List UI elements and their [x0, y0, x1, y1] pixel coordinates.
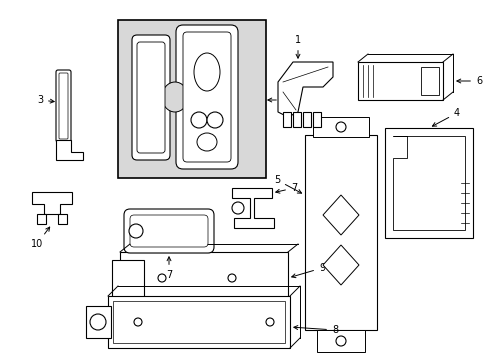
Polygon shape	[303, 112, 310, 127]
Bar	[384, 128, 472, 238]
Polygon shape	[278, 62, 332, 117]
Circle shape	[90, 314, 106, 330]
Bar	[420, 67, 438, 95]
Circle shape	[206, 112, 223, 128]
Bar	[118, 20, 265, 178]
Circle shape	[335, 336, 346, 346]
Circle shape	[191, 112, 206, 128]
Text: 10: 10	[31, 227, 50, 249]
Polygon shape	[58, 214, 67, 224]
FancyBboxPatch shape	[124, 209, 214, 253]
Bar	[357, 62, 442, 100]
Text: 2: 2	[267, 95, 287, 105]
Bar	[113, 301, 285, 343]
Text: 8: 8	[293, 325, 337, 335]
FancyBboxPatch shape	[59, 73, 68, 139]
Circle shape	[134, 318, 142, 326]
Polygon shape	[37, 214, 46, 224]
FancyBboxPatch shape	[183, 32, 230, 162]
Circle shape	[265, 318, 273, 326]
Circle shape	[158, 274, 165, 282]
Polygon shape	[323, 195, 358, 235]
Text: 7: 7	[275, 183, 297, 193]
Text: 4: 4	[431, 108, 459, 126]
Bar	[112, 260, 143, 304]
Polygon shape	[323, 245, 358, 285]
Bar	[312, 117, 368, 137]
Bar	[120, 252, 287, 304]
Text: 5: 5	[273, 175, 301, 193]
Circle shape	[129, 224, 142, 238]
FancyBboxPatch shape	[137, 42, 164, 153]
Ellipse shape	[197, 133, 217, 151]
Text: 9: 9	[291, 263, 325, 278]
Bar	[108, 296, 289, 348]
Text: 1: 1	[294, 35, 301, 58]
Bar	[86, 306, 111, 338]
Ellipse shape	[162, 82, 187, 112]
Ellipse shape	[194, 53, 220, 91]
Text: 3: 3	[37, 95, 54, 105]
Polygon shape	[292, 112, 301, 127]
Circle shape	[227, 274, 236, 282]
Bar	[305, 135, 376, 330]
Bar	[316, 330, 364, 352]
Polygon shape	[231, 188, 273, 228]
FancyBboxPatch shape	[176, 25, 238, 169]
Polygon shape	[32, 192, 72, 214]
Polygon shape	[392, 136, 464, 230]
Text: 7: 7	[165, 257, 172, 280]
Text: 6: 6	[456, 76, 481, 86]
Circle shape	[231, 202, 244, 214]
Polygon shape	[283, 112, 290, 127]
FancyBboxPatch shape	[130, 215, 207, 247]
FancyBboxPatch shape	[132, 35, 170, 160]
Polygon shape	[56, 140, 83, 160]
Circle shape	[335, 122, 346, 132]
FancyBboxPatch shape	[56, 70, 71, 142]
Polygon shape	[312, 112, 320, 127]
